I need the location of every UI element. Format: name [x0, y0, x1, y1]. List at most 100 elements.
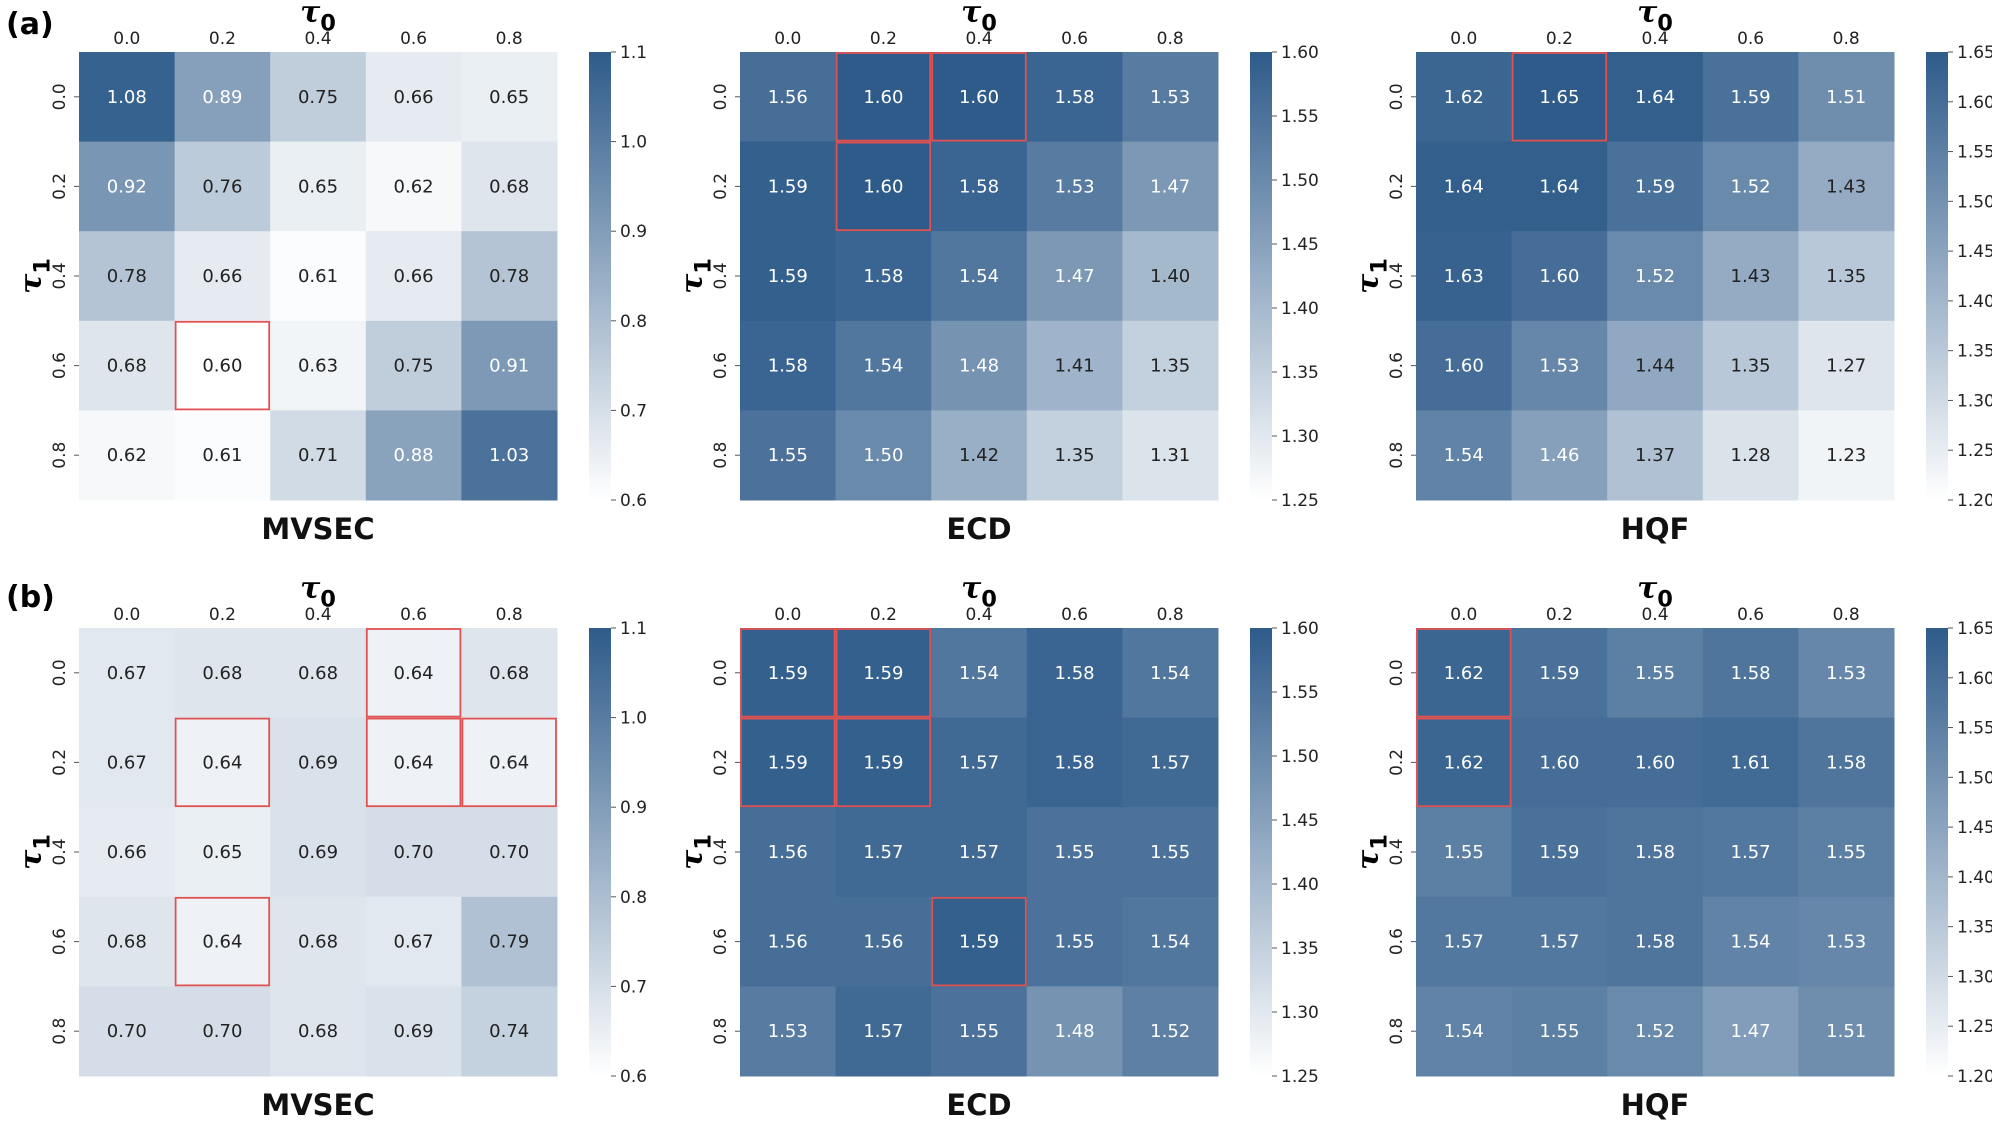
heatmap-cell — [1026, 320, 1123, 411]
cell-value: 1.55 — [1826, 842, 1866, 863]
heatmap-cell — [835, 986, 932, 1077]
cell-value: 1.52 — [1731, 176, 1771, 197]
highlight-box — [1416, 717, 1512, 808]
x-tick-label: 0.4 — [304, 605, 331, 625]
heatmap-cell — [174, 986, 271, 1077]
cell-value: 1.40 — [1150, 266, 1190, 287]
cell-value: 0.76 — [202, 176, 242, 197]
colorbar — [1250, 52, 1272, 500]
cell-value: 1.60 — [863, 176, 903, 197]
heatmap-cell — [79, 410, 176, 501]
cell-value: 1.63 — [1444, 266, 1484, 287]
y-tick-label: 0.6 — [1387, 928, 1407, 955]
colorbar-tick-label: 1.50 — [1957, 768, 1992, 788]
cell-value: 0.68 — [489, 176, 529, 197]
heatmap-cell — [79, 628, 176, 719]
cell-value: 0.60 — [202, 356, 242, 377]
cell-value: 0.91 — [489, 356, 529, 377]
y-axis-label: τ1 — [675, 258, 716, 294]
heatmap-cell — [1798, 807, 1895, 898]
colorbar-tick-label: 1.40 — [1957, 868, 1992, 888]
x-tick-label: 0.4 — [304, 29, 331, 49]
heatmap-cell — [1122, 320, 1219, 411]
colorbar-tick-label: 1.50 — [1281, 747, 1319, 767]
highlight-box — [1416, 628, 1512, 718]
heatmap-cell — [931, 410, 1028, 501]
cell-value: 1.57 — [1444, 932, 1484, 953]
cell-value: 1.53 — [1150, 87, 1190, 108]
cell-value: 1.62 — [1444, 87, 1484, 108]
heatmap-cell — [1416, 52, 1513, 143]
cell-value: 1.64 — [1539, 176, 1579, 197]
cell-value: 0.74 — [489, 1021, 529, 1042]
heatmap-cell — [1607, 628, 1704, 719]
heatmap-cell — [365, 231, 462, 322]
y-tick-label: 0.6 — [50, 352, 70, 379]
cell-value: 1.31 — [1150, 445, 1190, 466]
cell-value: 0.66 — [394, 87, 434, 108]
colorbar-tick-label: 1.45 — [1281, 235, 1319, 255]
cell-value: 1.03 — [489, 445, 529, 466]
heatmap-cell — [1026, 628, 1123, 719]
colorbar-tick-label: 1.35 — [1957, 918, 1992, 938]
heatmap-cell — [1511, 807, 1608, 898]
x-tick-label: 0.8 — [1833, 605, 1860, 625]
heatmap-cell — [1122, 717, 1219, 808]
heatmap-cell — [461, 141, 558, 232]
heatmap-cell — [1607, 986, 1704, 1077]
cell-value: 1.61 — [1731, 752, 1771, 773]
heatmap-cell — [461, 320, 558, 411]
heatmap-cell — [931, 896, 1028, 987]
cell-value: 1.43 — [1826, 176, 1866, 197]
heatmap-cell — [1416, 141, 1513, 232]
colorbar-tick-label: 1.1 — [620, 619, 647, 639]
cell-value: 0.61 — [202, 445, 242, 466]
cell-value: 1.59 — [768, 752, 808, 773]
heatmap-cell — [835, 717, 932, 808]
cell-value: 0.68 — [489, 663, 529, 684]
heatmap-cell — [835, 320, 932, 411]
panel-label-b: (b) — [6, 580, 55, 615]
colorbar-tick-label: 1.25 — [1957, 441, 1992, 461]
heatmap-cell — [79, 717, 176, 808]
cell-value: 1.64 — [1444, 176, 1484, 197]
cell-value: 1.57 — [959, 752, 999, 773]
cell-value: 0.68 — [107, 356, 147, 377]
heatmap-cell — [270, 717, 367, 808]
heatmap-cell — [740, 986, 837, 1077]
cell-value: 1.51 — [1826, 1021, 1866, 1042]
heatmap-cell — [740, 231, 837, 322]
heatmap-cell — [79, 320, 176, 411]
y-axis-label: τ1 — [1351, 258, 1392, 294]
cell-value: 1.55 — [1150, 842, 1190, 863]
heatmap-cell — [1122, 896, 1219, 987]
cell-value: 0.66 — [202, 266, 242, 287]
heatmap-cell — [1122, 141, 1219, 232]
heatmap-cell — [461, 628, 558, 719]
heatmap-cell — [174, 410, 271, 501]
highlight-box — [835, 717, 932, 808]
highlight-box — [174, 896, 271, 987]
heatmap-cell — [1607, 807, 1704, 898]
colorbar-tick-label: 1.60 — [1957, 93, 1992, 113]
cell-value: 1.54 — [1731, 932, 1771, 953]
highlight-box — [931, 52, 1027, 142]
highlight-box — [174, 717, 271, 808]
heatmap-cell — [1798, 717, 1895, 808]
dataset-title: ECD — [946, 1088, 1011, 1122]
x-tick-label: 0.0 — [113, 605, 140, 625]
cell-value: 1.58 — [1055, 752, 1095, 773]
x-tick-label: 0.2 — [209, 605, 236, 625]
highlight-box — [931, 896, 1027, 987]
cell-value: 0.88 — [394, 445, 434, 466]
heatmap-cell — [931, 986, 1028, 1077]
cell-value: 1.65 — [1539, 87, 1579, 108]
heatmap-cell — [1122, 231, 1219, 322]
heatmap-cell — [1607, 231, 1704, 322]
x-tick-label: 0.8 — [1157, 29, 1184, 49]
cell-value: 0.75 — [298, 87, 338, 108]
heatmap-cell — [365, 410, 462, 501]
cell-value: 1.53 — [1055, 176, 1095, 197]
colorbar-tick-label: 1.1 — [620, 43, 647, 63]
cell-value: 1.57 — [1150, 752, 1190, 773]
